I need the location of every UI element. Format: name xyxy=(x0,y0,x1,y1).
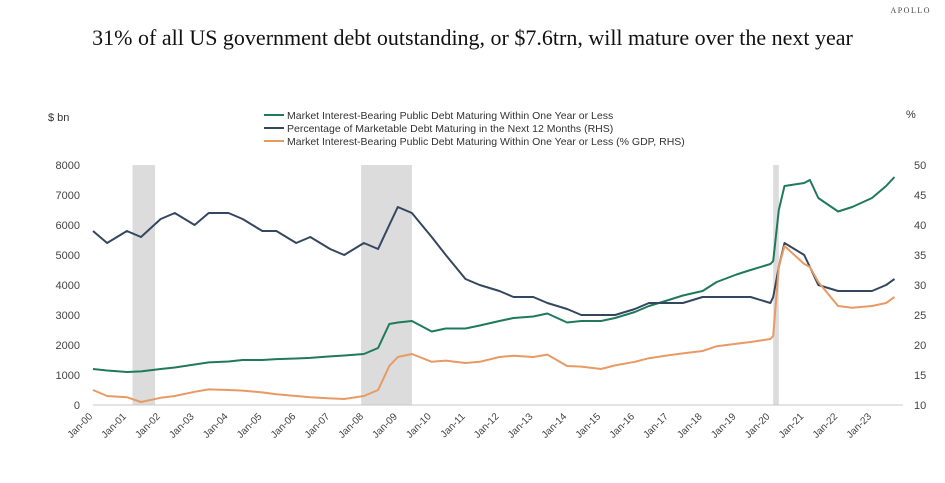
y-right-tick-label: 35 xyxy=(914,250,926,262)
x-tick-label: Jan-02 xyxy=(133,411,163,441)
y-left-tick-label: 4000 xyxy=(56,280,80,292)
y-left-tick-label: 6000 xyxy=(56,220,80,232)
y-right-tick-label: 15 xyxy=(914,370,926,382)
x-tick-label: Jan-12 xyxy=(472,411,502,441)
x-tick-label: Jan-08 xyxy=(337,411,367,441)
x-tick-label: Jan-18 xyxy=(675,411,705,441)
y-left-tick-label: 7000 xyxy=(56,190,80,202)
recession-band xyxy=(361,165,412,405)
y-left-tick-label: 2000 xyxy=(56,340,80,352)
y-right-tick-label: 30 xyxy=(914,280,926,292)
x-tick-label: Jan-19 xyxy=(709,411,739,441)
x-tick-label: Jan-16 xyxy=(608,411,638,441)
x-tick-label: Jan-06 xyxy=(269,411,299,441)
y-left-tick-label: 8000 xyxy=(56,160,80,172)
y-left-axis-label: $ bn xyxy=(48,112,69,124)
x-tick-label: Jan-09 xyxy=(371,411,401,441)
tick-labels: 0 1000 2000 3000 4000 5000 6000 7000 8000 10 15 20 2… xyxy=(56,160,927,441)
x-tick-label: Jan-11 xyxy=(439,411,468,440)
legend-label: Percentage of Marketable Debt Maturing i… xyxy=(287,123,613,135)
x-tick-label: Jan-15 xyxy=(574,411,604,441)
y-right-tick-label: 10 xyxy=(914,400,926,412)
x-tick-label: Jan-21 xyxy=(777,411,807,441)
y-right-axis-label: % xyxy=(906,109,916,121)
y-left-tick-label: 1000 xyxy=(56,370,80,382)
y-right-tick-label: 45 xyxy=(914,190,926,202)
x-tick-label: Jan-14 xyxy=(540,411,570,441)
y-left-tick-label: 0 xyxy=(74,400,80,412)
legend: Market Interest-Bearing Public Debt Matu… xyxy=(264,110,685,148)
recession-band xyxy=(133,165,156,405)
y-right-tick-label: 25 xyxy=(914,310,926,322)
x-tick-label: Jan-03 xyxy=(167,411,197,441)
recession-shading xyxy=(133,165,779,405)
x-tick-label: Jan-10 xyxy=(404,411,434,441)
x-tick-label: Jan-20 xyxy=(743,411,773,441)
x-tick-label: Jan-00 xyxy=(66,411,96,441)
y-left-tick-label: 3000 xyxy=(56,310,80,322)
x-tick-label: Jan-22 xyxy=(811,411,841,441)
x-tick-label: Jan-07 xyxy=(303,411,333,441)
y-right-tick-label: 50 xyxy=(914,160,926,172)
legend-label: Market Interest-Bearing Public Debt Matu… xyxy=(287,110,613,122)
x-tick-label: Jan-13 xyxy=(506,411,536,441)
x-tick-label: Jan-05 xyxy=(235,411,265,441)
x-tick-label: Jan-01 xyxy=(100,411,130,441)
x-tick-label: Jan-23 xyxy=(845,411,875,441)
y-left-tick-label: 5000 xyxy=(56,250,80,262)
x-tick-label: Jan-17 xyxy=(641,411,671,441)
x-tick-label: Jan-04 xyxy=(201,411,231,441)
y-right-tick-label: 40 xyxy=(914,220,926,232)
legend-label: Market Interest-Bearing Public Debt Matu… xyxy=(287,136,685,148)
y-right-tick-label: 20 xyxy=(914,340,926,352)
